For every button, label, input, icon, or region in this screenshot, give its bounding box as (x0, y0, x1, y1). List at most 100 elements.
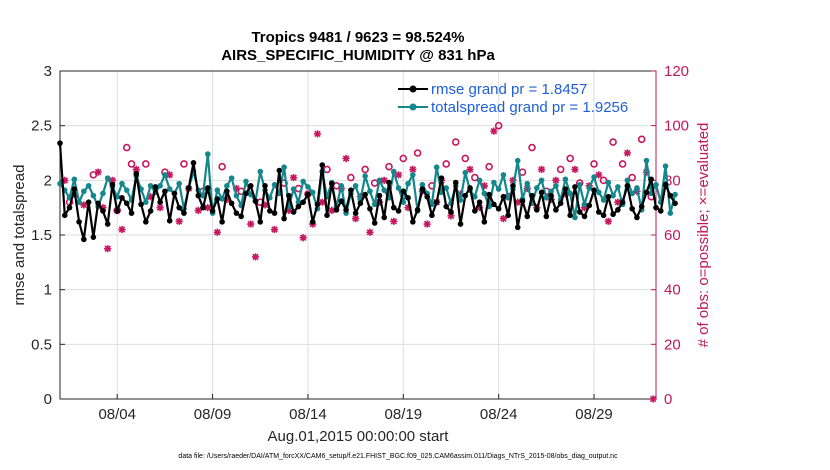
spread-point-62 (352, 183, 359, 189)
obs-evaluated-point-63 (595, 171, 603, 179)
rmse-point-26 (181, 210, 187, 216)
obs-possible-point-15 (323, 165, 331, 174)
spread-point-120 (629, 190, 635, 197)
obs-evaluated-point-6 (108, 176, 117, 184)
rmse-point-30 (200, 204, 206, 211)
obs-evaluated-point-16 (213, 228, 221, 236)
obs-evaluated-point-28 (318, 198, 326, 206)
spread-point-23 (166, 186, 173, 192)
rmse-point-53 (309, 219, 316, 225)
obs-evaluated-point-69 (649, 395, 657, 403)
spread-point-71 (395, 185, 402, 191)
rmse-point-80 (438, 175, 445, 181)
obs-evaluated-point-48 (475, 204, 484, 212)
rmse-point-46 (276, 167, 283, 174)
rmse-point-0 (57, 140, 63, 146)
spread-point-35 (224, 183, 230, 189)
obs-possible-point-28 (485, 162, 493, 171)
spread-point-101 (538, 177, 545, 184)
obs-evaluated-point-2 (80, 201, 88, 209)
rmse-point-121 (634, 214, 640, 221)
obs-evaluated-point-31 (342, 154, 350, 163)
x-tick-label-1: 08/09 (194, 406, 232, 423)
rmse-point-41 (252, 198, 259, 204)
rmse-point-13 (119, 195, 125, 201)
rmse-point-62 (352, 210, 359, 216)
rmse-point-109 (576, 209, 583, 215)
rmse-point-106 (562, 186, 569, 192)
spread-point-0 (57, 180, 63, 187)
spread-point-128 (667, 210, 674, 216)
rmse-point-29 (195, 192, 202, 199)
obs-evaluated-point-15 (204, 204, 212, 212)
obs-possible-point-29 (494, 121, 503, 130)
rmse-point-115 (605, 193, 612, 200)
rmse-point-47 (281, 215, 287, 222)
obs-possible-point-26 (461, 154, 470, 163)
obs-count-markers (61, 121, 657, 403)
rmse-point-49 (290, 209, 297, 215)
y-tick-label-3: 1.5 (31, 227, 52, 244)
rmse-point-129 (672, 200, 678, 207)
spread-point-52 (305, 184, 311, 190)
rmse-point-78 (429, 212, 435, 219)
spread-point-89 (481, 190, 488, 197)
rmse-point-7 (90, 234, 97, 240)
obs-possible-point-3 (122, 143, 131, 152)
obs-evaluated-point-7 (118, 225, 126, 234)
x-tick-label-5: 08/29 (575, 406, 613, 423)
spread-point-116 (610, 192, 616, 199)
spread-point-125 (653, 181, 659, 188)
spread-point-30 (200, 192, 206, 199)
obs-evaluated-point-3 (94, 168, 102, 176)
spread-point-110 (581, 201, 588, 208)
obs-evaluated-point-12 (175, 217, 183, 225)
spread-point-3 (71, 176, 78, 183)
rmse-point-69 (386, 179, 392, 186)
spread-point-68 (381, 187, 388, 193)
y-axis-label: rmse and totalspread (11, 165, 28, 306)
rmse-point-94 (505, 212, 511, 219)
obs-evaluated-point-5 (104, 245, 112, 253)
spread-point-108 (572, 214, 578, 221)
rmse-point-5 (81, 236, 87, 243)
rmse-point-87 (472, 208, 478, 214)
obs-possible-point-4 (127, 160, 136, 168)
spread-point-70 (390, 168, 397, 175)
rmse-point-3 (71, 186, 78, 192)
obs-possible-point-21 (399, 154, 408, 163)
rmse-point-10 (104, 221, 111, 227)
rmse-point-66 (371, 220, 378, 226)
rmse-point-38 (238, 213, 244, 220)
rmse-point-110 (581, 213, 588, 220)
rmse-point-43 (262, 183, 268, 189)
obs-evaluated-point-23 (285, 206, 293, 214)
obs-evaluated-point-49 (480, 182, 488, 190)
rmse-point-118 (619, 199, 626, 205)
rmse-point-99 (529, 192, 535, 199)
spread-point-7 (90, 192, 97, 199)
rmse-point-71 (395, 208, 402, 214)
spread-point-45 (271, 181, 278, 188)
spread-point-91 (491, 179, 497, 186)
obs-evaluated-point-25 (299, 234, 307, 242)
chart-title: Tropics 9481 / 9623 = 98.524% (251, 29, 464, 46)
rmse-point-37 (233, 210, 240, 216)
rmse-point-45 (271, 210, 278, 216)
rmse-point-60 (343, 207, 349, 213)
spread-point-117 (615, 184, 621, 190)
spread-point-129 (672, 191, 678, 198)
rmse-point-51 (300, 199, 306, 205)
rmse-point-116 (610, 211, 616, 218)
rmse-point-34 (219, 219, 225, 225)
spread-point-13 (119, 180, 125, 187)
rmse-point-9 (100, 208, 106, 214)
rmse-point-101 (538, 189, 545, 196)
x-axis-label: Aug.01,2015 00:00:00 start (268, 428, 450, 445)
spread-point-64 (362, 173, 368, 179)
rmse-point-23 (166, 217, 173, 224)
rmse-point-73 (405, 195, 411, 201)
rmse-point-39 (243, 190, 249, 197)
